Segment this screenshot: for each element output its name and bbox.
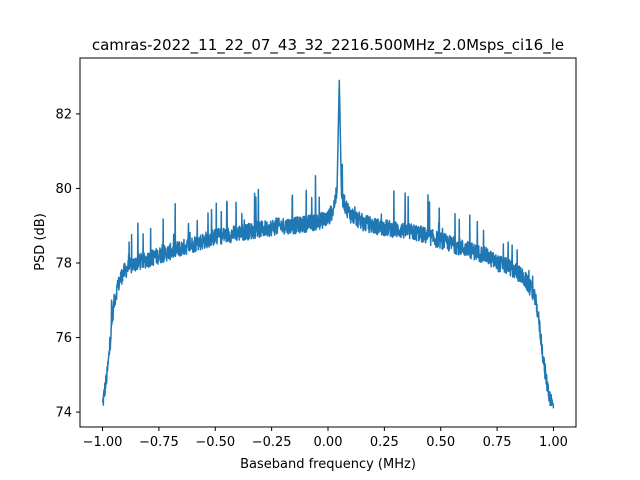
x-axis-ticks: −1.00 −0.75 −0.50 −0.25 0.00 0.25 0.50 0.75 1.00 bbox=[83, 427, 568, 450]
x-tick-label: −0.50 bbox=[195, 435, 235, 450]
x-tick-label: −0.25 bbox=[252, 435, 292, 450]
y-tick-label: 80 bbox=[55, 182, 72, 197]
y-tick-label: 82 bbox=[55, 107, 72, 122]
y-axis-ticks: 74 76 78 80 82 bbox=[55, 107, 80, 421]
x-tick-label: 1.00 bbox=[539, 435, 568, 450]
chart-title: camras-2022_11_22_07_43_32_2216.500MHz_2… bbox=[92, 36, 564, 55]
y-tick-label: 74 bbox=[55, 406, 72, 421]
series-line-group bbox=[101, 79, 555, 409]
x-tick-label: −1.00 bbox=[83, 435, 123, 450]
x-tick-label: 0.50 bbox=[426, 435, 455, 450]
y-axis-label: PSD (dB) bbox=[33, 213, 48, 271]
series-line bbox=[101, 79, 555, 409]
y-tick-label: 76 bbox=[55, 331, 72, 346]
y-tick-label: 78 bbox=[55, 257, 72, 272]
x-tick-label: 0.25 bbox=[370, 435, 399, 450]
x-tick-label: 0.75 bbox=[483, 435, 512, 450]
x-tick-label: −0.75 bbox=[139, 435, 179, 450]
x-axis-label: Baseband frequency (MHz) bbox=[240, 457, 416, 472]
x-tick-label: 0.00 bbox=[314, 435, 343, 450]
plot-background bbox=[80, 58, 576, 427]
